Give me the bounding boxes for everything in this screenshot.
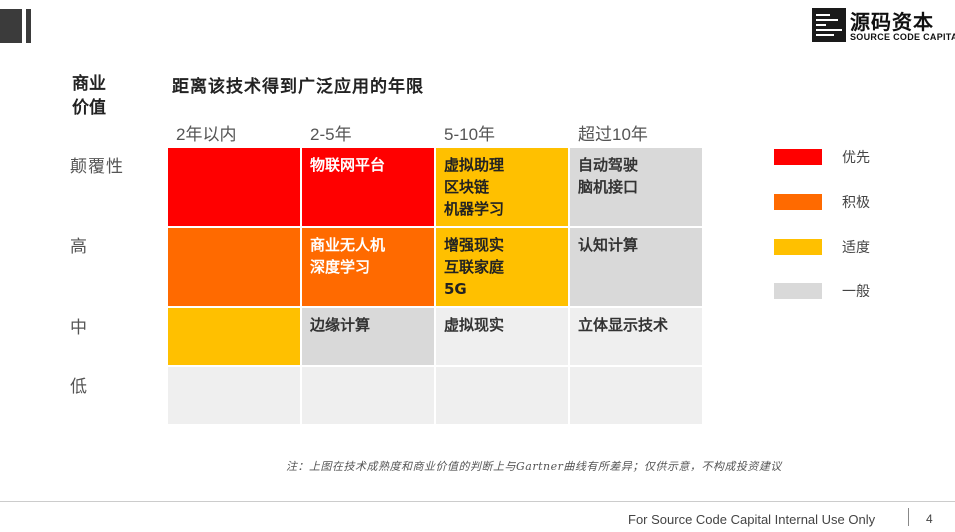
legend-swatch xyxy=(774,149,822,165)
legend-label: 一般 xyxy=(842,284,870,300)
matrix-cell xyxy=(168,228,300,306)
corner-bar-icon xyxy=(26,9,31,43)
logo-en-text: SOURCE CODE CAPITAL xyxy=(850,32,955,42)
y-axis-title-line: 商业 xyxy=(72,74,106,94)
corner-block-icon xyxy=(0,9,22,43)
matrix-cell xyxy=(436,367,568,424)
matrix-cell xyxy=(570,367,702,424)
row-label: 颠覆性 xyxy=(70,157,124,177)
matrix-cell xyxy=(168,367,300,424)
row-label: 高 xyxy=(70,237,88,257)
legend-swatch xyxy=(774,283,822,299)
footer-divider xyxy=(0,501,955,502)
x-axis-title: 距离该技术得到广泛应用的年限 xyxy=(172,77,424,97)
matrix-cell xyxy=(168,308,300,365)
matrix-cell: 立体显示技术 xyxy=(570,308,702,365)
column-label: 超过10年 xyxy=(578,125,648,144)
row-label: 低 xyxy=(70,377,88,397)
column-label: 2-5年 xyxy=(310,125,352,144)
legend-swatch xyxy=(774,194,822,210)
matrix-cell xyxy=(168,148,300,226)
matrix-cell: 虚拟助理 区块链 机器学习 xyxy=(436,148,568,226)
logo-cn-text: 源码资本 xyxy=(850,10,934,34)
legend-label: 优先 xyxy=(842,150,870,166)
disclaimer-note: 注：上图在技术成熟度和商业价值的判断上与Gartner曲线有所差异；仅供示意，不… xyxy=(286,460,782,473)
legend-label: 积极 xyxy=(842,195,870,211)
page-number: 4 xyxy=(926,512,933,526)
matrix-cell: 边缘计算 xyxy=(302,308,434,365)
column-label: 5-10年 xyxy=(444,125,496,144)
footer-text: For Source Code Capital Internal Use Onl… xyxy=(628,512,876,527)
matrix-cell xyxy=(302,367,434,424)
legend-label: 适度 xyxy=(842,240,870,256)
column-label: 2年以内 xyxy=(176,125,237,144)
legend-swatch xyxy=(774,239,822,255)
logo-mark-icon xyxy=(812,8,846,42)
matrix-cell: 商业无人机 深度学习 xyxy=(302,228,434,306)
matrix-cell: 物联网平台 xyxy=(302,148,434,226)
matrix-cell: 自动驾驶 脑机接口 xyxy=(570,148,702,226)
matrix-cell: 增强现实 互联家庭 5G xyxy=(436,228,568,306)
row-label: 中 xyxy=(70,318,88,338)
matrix-cell: 认知计算 xyxy=(570,228,702,306)
y-axis-title: 商业 价值 xyxy=(72,72,106,120)
footer-separator xyxy=(908,508,909,526)
y-axis-title-line: 价值 xyxy=(72,98,106,118)
matrix-cell: 虚拟现实 xyxy=(436,308,568,365)
brand-logo: 源码资本 SOURCE CODE CAPITAL xyxy=(812,8,955,44)
